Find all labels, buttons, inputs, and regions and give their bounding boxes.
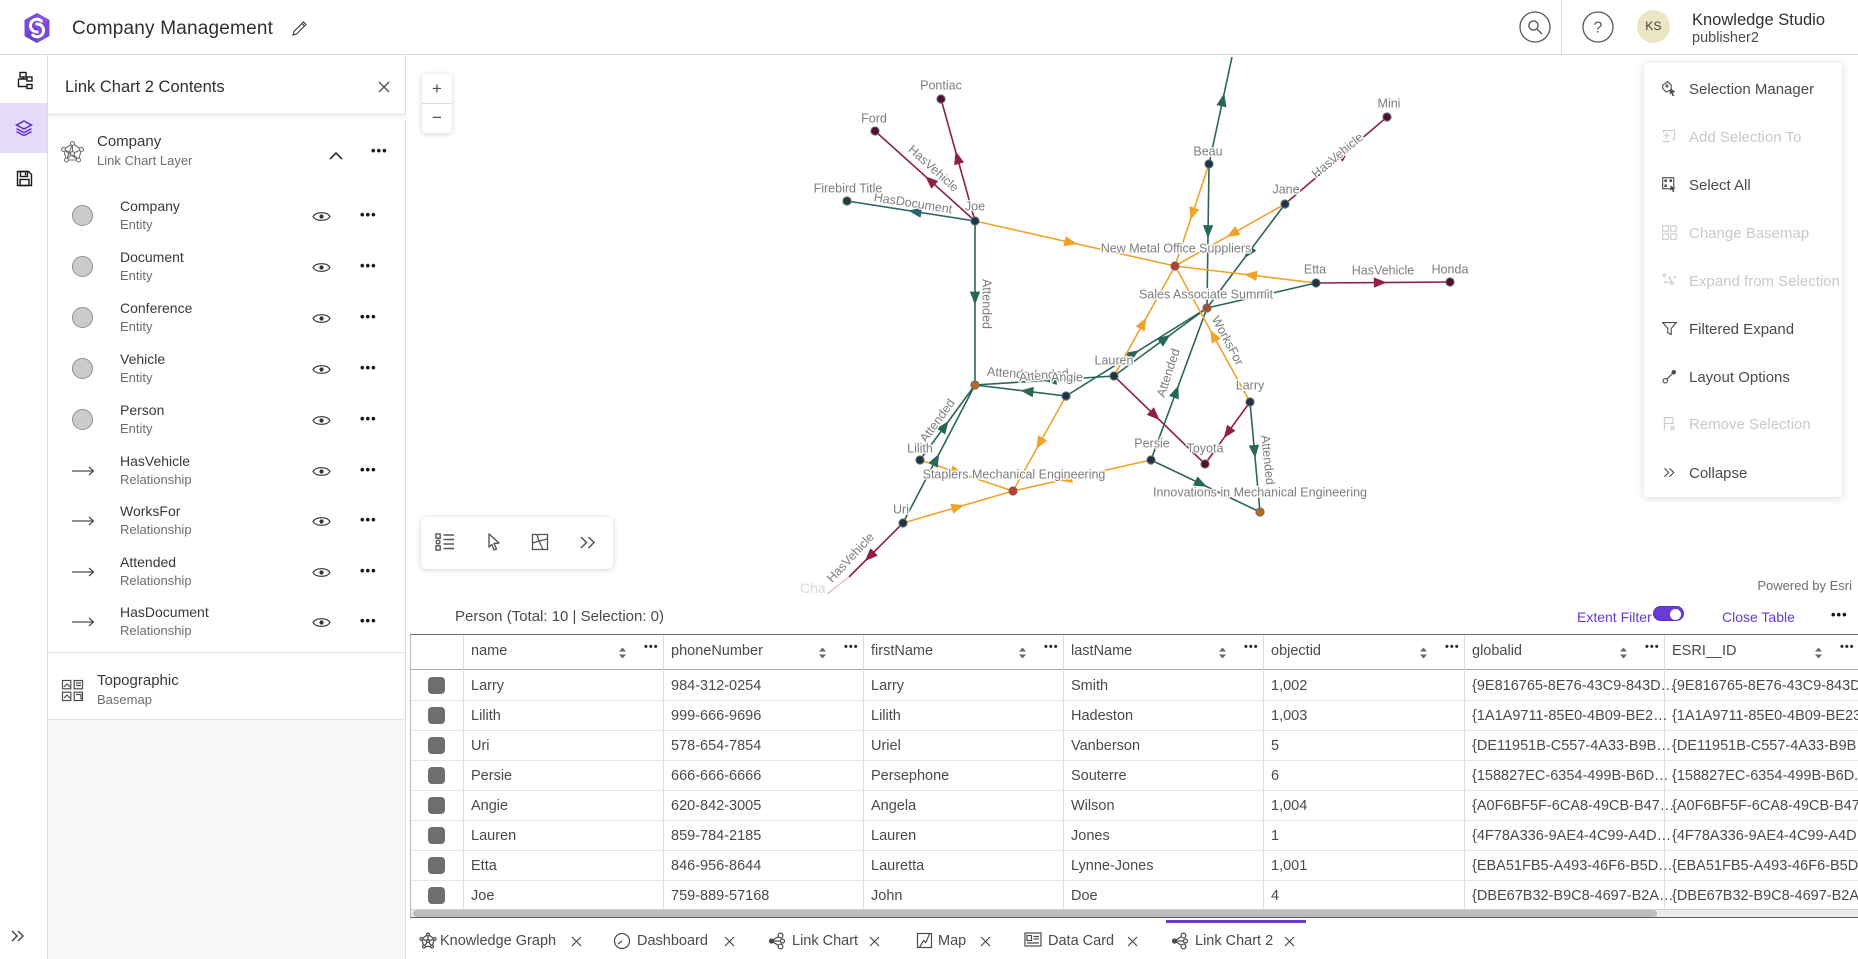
svg-text:Ford: Ford bbox=[861, 111, 887, 125]
svg-text:Attended: Attended bbox=[1258, 434, 1277, 485]
svg-text:Persie: Persie bbox=[1134, 436, 1169, 450]
svg-text:Uri: Uri bbox=[893, 502, 909, 516]
svg-text:Attended: Attended bbox=[987, 365, 1038, 382]
svg-text:?: ? bbox=[1594, 20, 1603, 37]
svg-text:Honda: Honda bbox=[1432, 262, 1469, 276]
svg-text:Lauren: Lauren bbox=[1095, 353, 1134, 367]
svg-text:Staplers Mechanical Engineerin: Staplers Mechanical Engineering bbox=[923, 467, 1106, 481]
svg-text:Attended: Attended bbox=[917, 396, 958, 445]
svg-text:Joe: Joe bbox=[965, 199, 985, 213]
svg-text:Toyota: Toyota bbox=[1187, 441, 1224, 455]
svg-text:Firebird Title: Firebird Title bbox=[814, 181, 883, 195]
svg-text:Jane: Jane bbox=[1272, 182, 1299, 196]
svg-text:Angie: Angie bbox=[1051, 370, 1083, 384]
svg-text:Pontiac: Pontiac bbox=[920, 78, 962, 92]
svg-text:HasVehicle: HasVehicle bbox=[906, 142, 962, 194]
svg-text:Larry: Larry bbox=[1236, 378, 1265, 392]
svg-text:Sales Associate Summit: Sales Associate Summit bbox=[1139, 287, 1274, 301]
svg-text:Beau: Beau bbox=[1193, 144, 1222, 158]
svg-text:Attended: Attended bbox=[980, 279, 994, 329]
svg-text:HasVehicle: HasVehicle bbox=[1309, 130, 1366, 181]
svg-text:HasVehicle: HasVehicle bbox=[1352, 263, 1415, 277]
svg-text:Lilith: Lilith bbox=[907, 441, 933, 455]
svg-text:Etta: Etta bbox=[1304, 262, 1326, 276]
svg-text:Cha: Cha bbox=[800, 580, 826, 596]
svg-text:Attended: Attended bbox=[1018, 366, 1069, 384]
svg-text:Innovations in Mechanical Engi: Innovations in Mechanical Engineering bbox=[1153, 485, 1367, 499]
svg-text:Mini: Mini bbox=[1378, 96, 1401, 110]
svg-text:New Metal Office Suppliers: New Metal Office Suppliers bbox=[1101, 241, 1252, 255]
